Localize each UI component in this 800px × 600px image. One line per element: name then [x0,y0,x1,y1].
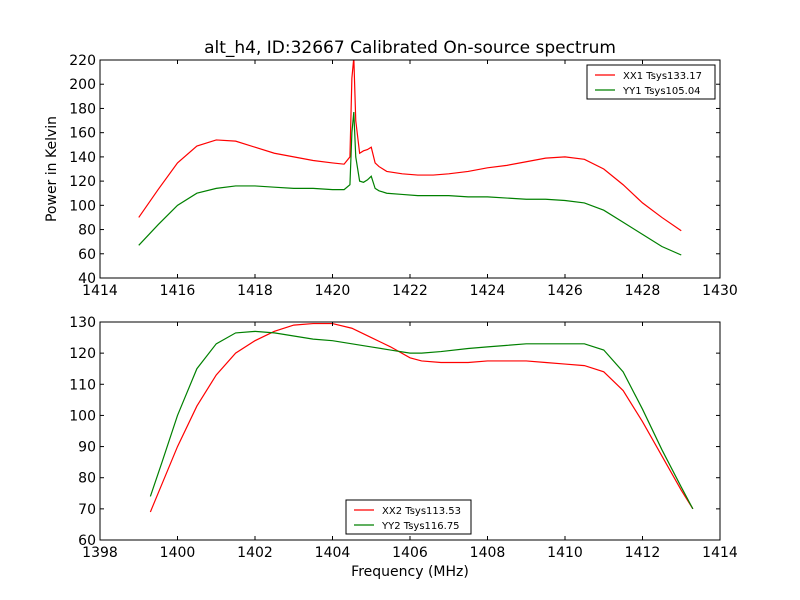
x-tick-label: 1414 [702,545,738,561]
y-tick-label: 40 [78,271,96,287]
x-tick-label: 1414 [82,283,118,299]
y-tick-label: 80 [78,223,96,239]
legend-entry: YY1 Tsys105.04 [622,86,701,97]
x-tick-label: 1426 [547,283,583,299]
legend-entry: XX2 Tsys113.53 [382,506,461,517]
y-tick-label: 90 [78,440,96,456]
y-axis-label: Power in Kelvin [44,116,60,222]
legend-entry: XX1 Tsys133.17 [623,71,702,82]
series-line-1-1 [138,60,682,232]
x-tick-label: 1420 [315,283,351,299]
x-tick-label: 1416 [160,283,196,299]
y-tick-label: 100 [69,198,96,214]
series-line-2-1 [149,322,694,513]
series-line-1-2 [138,112,682,256]
x-tick-label: 1410 [547,545,583,561]
y-tick-label: 60 [78,533,96,549]
chart-panel-2: 1398 1400 1402 1404 1406 1408 1410 1412 1414 60 70… [69,315,738,580]
y-tick-label: 60 [78,247,96,263]
x-tick-label: 1408 [470,545,506,561]
x-tick-label: 1398 [82,545,118,561]
x-tick-label: 1424 [470,283,506,299]
charts-root: 1414 1416 1418 1420 1422 1424 1426 1428 1430 40 60… [44,38,738,580]
x-tick-label: 1412 [625,545,661,561]
x-tick-label: 1400 [160,545,196,561]
x-tick-label: 1422 [392,283,428,299]
y-tick-label: 180 [69,101,96,117]
y-tick-label: 120 [69,174,96,190]
legend-entry: YY2 Tsys116.75 [381,521,460,532]
legend-box [586,64,716,100]
y-tick-label: 120 [69,346,96,362]
chart-panel-1: 1414 1416 1418 1420 1422 1424 1426 1428 1430 40 60… [44,38,738,299]
y-tick-label: 140 [69,150,96,166]
x-tick-label: 1428 [625,283,661,299]
y-tick-label: 100 [69,408,96,424]
y-tick-label: 160 [69,126,96,142]
y-tick-label: 220 [69,53,96,69]
x-tick-label: 1406 [392,545,428,561]
y-tick-label: 130 [69,315,96,331]
x-tick-label: 1418 [237,283,273,299]
y-tick-label: 200 [69,77,96,93]
legend-box [345,499,472,535]
x-tick-label: 1430 [702,283,738,299]
legend-1: XX1 Tsys133.17 YY1 Tsys105.04 [586,64,716,100]
chart-title: alt_h4, ID:32667 Calibrated On-source sp… [204,38,616,58]
y-tick-label: 110 [69,377,96,393]
x-tick-label: 1404 [315,545,351,561]
legend-2: XX2 Tsys113.53 YY2 Tsys116.75 [345,499,472,535]
y-tick-label: 70 [78,502,96,518]
x-axis-label: Frequency (MHz) [351,564,469,580]
series-line-2-2 [149,330,694,510]
y-tick-label: 80 [78,471,96,487]
x-tick-label: 1402 [237,545,273,561]
